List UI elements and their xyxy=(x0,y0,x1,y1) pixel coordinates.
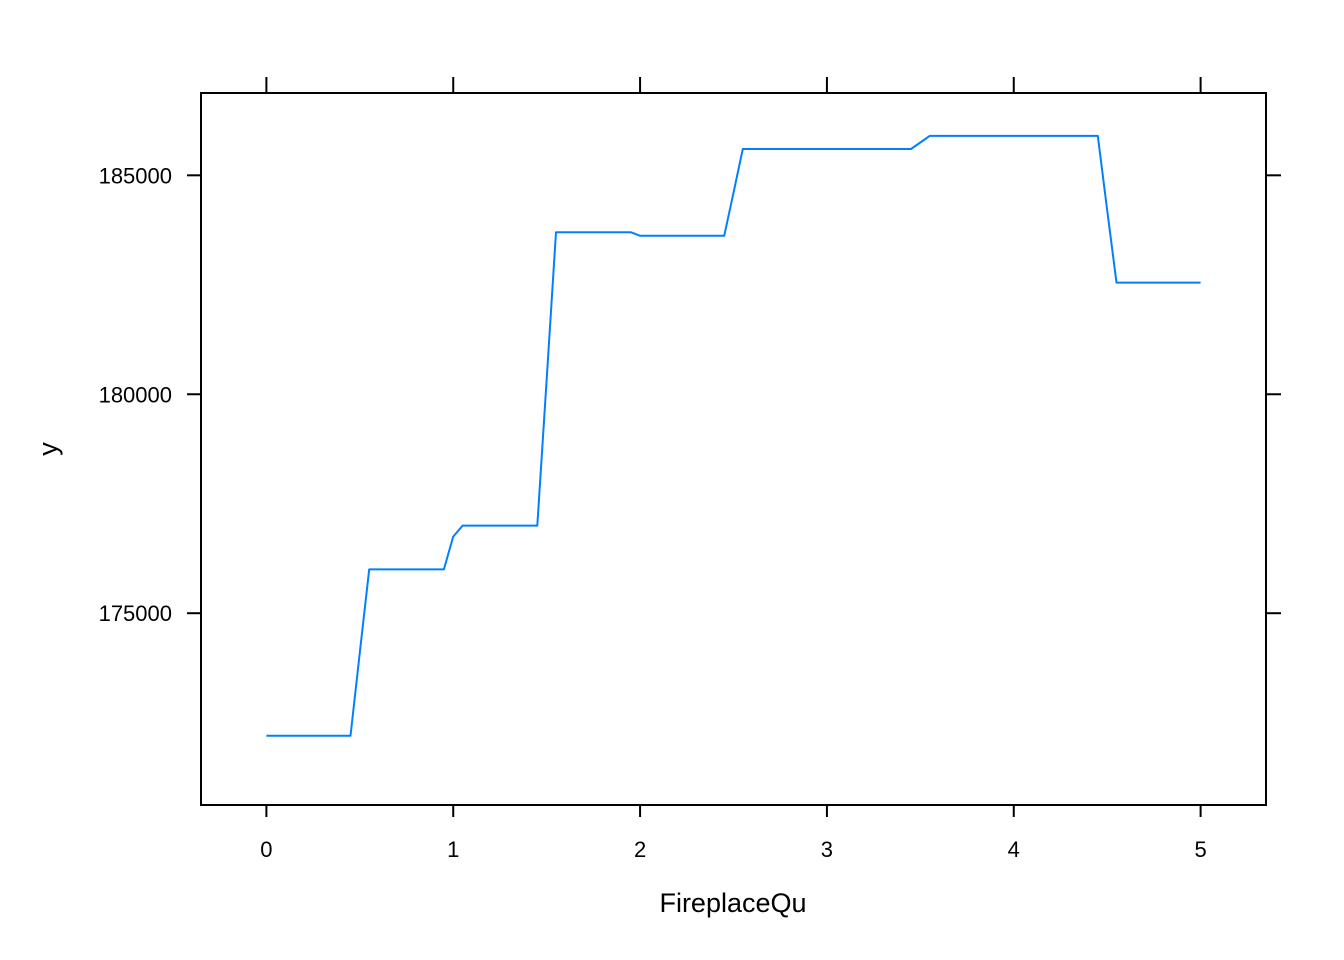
series-layer xyxy=(266,134,1201,737)
y-tick-label: 180000 xyxy=(99,382,172,407)
x-axis-title: FireplaceQu xyxy=(659,888,806,918)
x-tick-label: 4 xyxy=(1008,837,1020,862)
y-axis: 175000 180000 185000 xyxy=(99,163,1281,626)
x-tick-label: 1 xyxy=(447,837,459,862)
y-tick-label: 185000 xyxy=(99,163,172,188)
x-axis: 0 1 2 3 4 5 xyxy=(260,77,1207,862)
x-tick-label: 3 xyxy=(821,837,833,862)
y-tick-label: 175000 xyxy=(99,601,172,626)
x-tick-label: 5 xyxy=(1194,837,1206,862)
x-tick-label: 2 xyxy=(634,837,646,862)
y-axis-title: y xyxy=(33,442,63,456)
plot-frame xyxy=(200,92,1267,806)
series-line xyxy=(266,134,1201,737)
x-tick-label: 0 xyxy=(260,837,272,862)
